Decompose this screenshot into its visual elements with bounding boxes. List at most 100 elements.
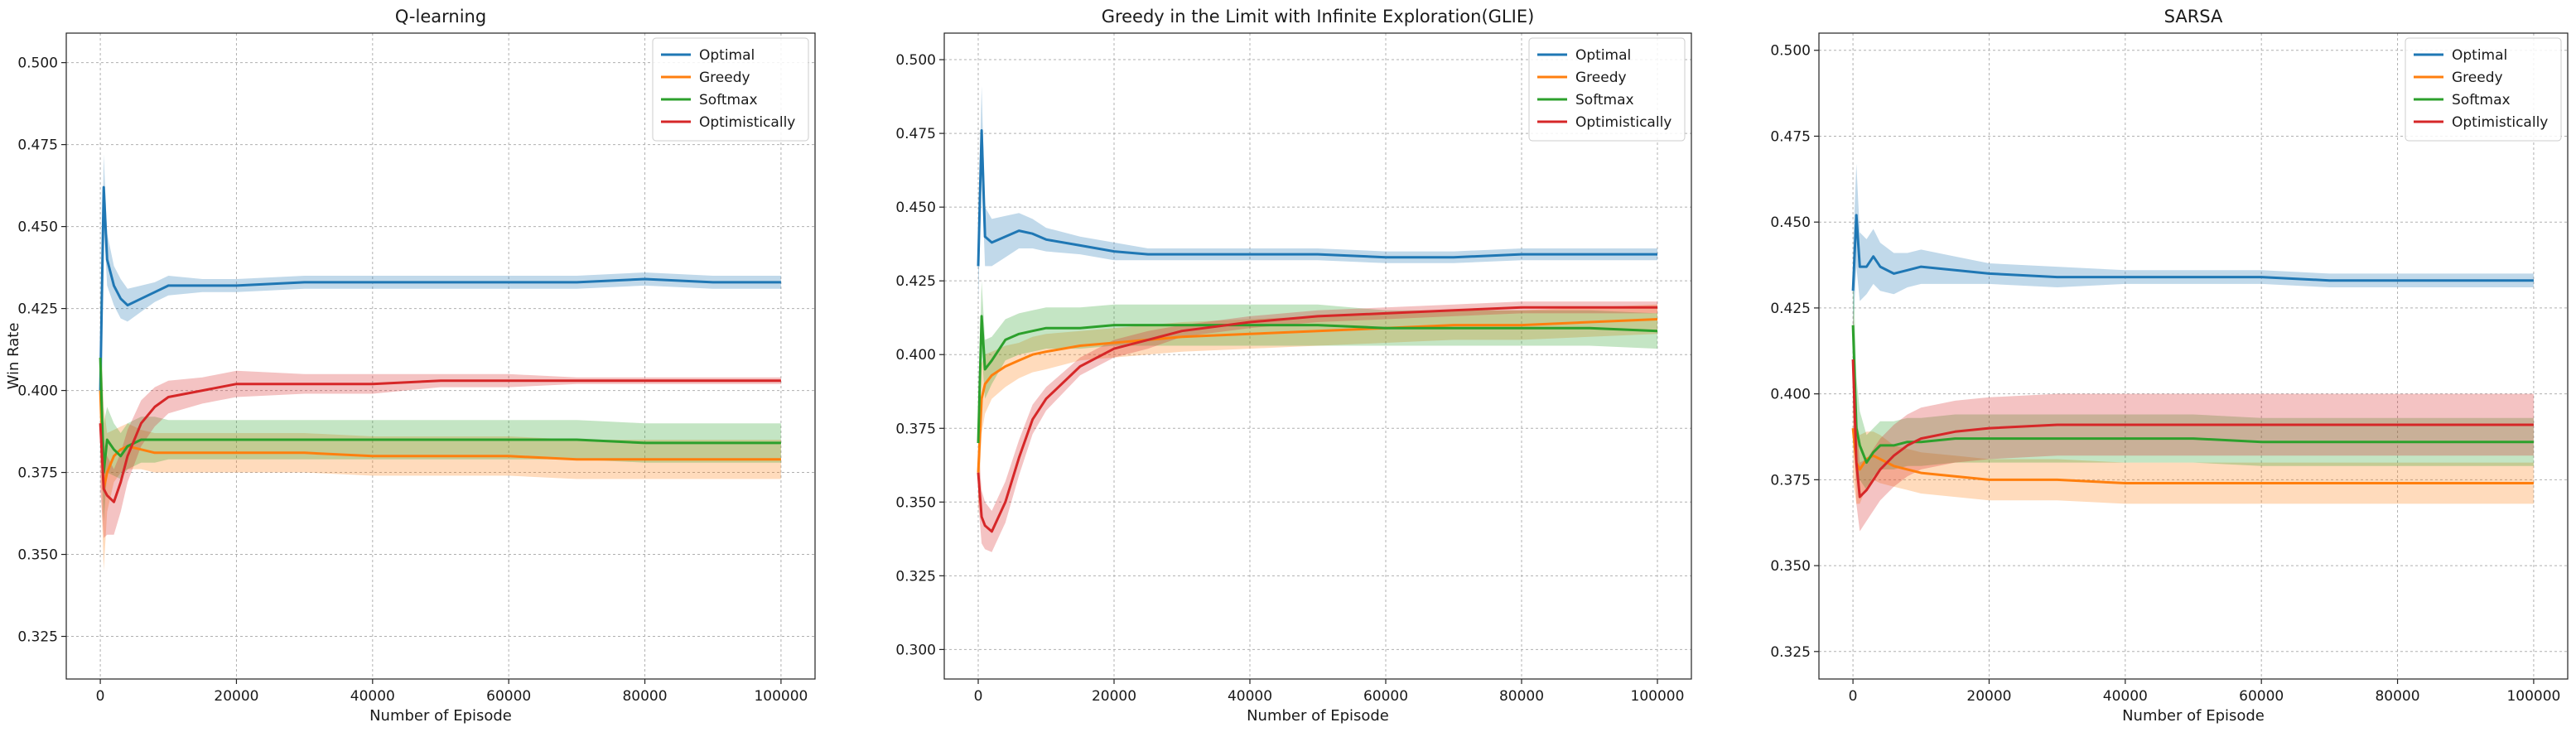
y-tick-label: 0.500 xyxy=(895,52,936,69)
chart-title: SARSA xyxy=(2164,7,2223,26)
legend-entry: Optimistically xyxy=(699,114,795,131)
legend-entry: Optimal xyxy=(2452,47,2507,64)
y-tick-label: 0.350 xyxy=(895,494,936,511)
series-band-softmax xyxy=(1853,256,2534,490)
chart-glie: Greedy in the Limit with Infinite Explor… xyxy=(895,7,1692,725)
x-tick-label: 40000 xyxy=(1228,688,1272,705)
legend-entry: Optimal xyxy=(699,47,755,64)
series-line-softmax xyxy=(977,315,1658,444)
legend-box xyxy=(2405,37,2562,142)
x-tick-label: 60000 xyxy=(1363,688,1408,705)
x-axis-label: Number of Episode xyxy=(369,707,512,725)
series-line-optimal xyxy=(977,129,1657,267)
legend: Optimal Greedy Softmax Optimistically xyxy=(652,37,809,142)
x-tick-label: 0 xyxy=(1849,688,1858,705)
legend-entry: Greedy xyxy=(1575,70,1627,86)
x-axis-label: Number of Episode xyxy=(2122,707,2265,725)
y-tick-label: 0.450 xyxy=(895,200,936,216)
y-tick-label: 0.400 xyxy=(1770,387,1811,403)
chart-sarsa: SARSA Number of Episode 0 20000 40000 60000… xyxy=(1770,7,2569,725)
series-band-optimistically xyxy=(1853,307,2534,532)
x-tick-label: 80000 xyxy=(2375,688,2419,705)
axis-ticks: 0 20000 40000 60000 80000 100000 0.300 0.325 0.3… xyxy=(895,52,1684,705)
legend-entry: Optimistically xyxy=(2452,114,2548,131)
y-tick-label: 0.325 xyxy=(17,629,58,646)
y-tick-label: 0.375 xyxy=(17,465,58,482)
series-band-softmax xyxy=(978,281,1657,488)
y-tick-label: 0.325 xyxy=(895,568,936,585)
plot-area xyxy=(977,86,1658,552)
plot-frame xyxy=(943,32,1692,680)
y-tick-label: 0.425 xyxy=(17,301,58,318)
x-tick-label: 0 xyxy=(96,688,105,705)
legend-box xyxy=(652,37,809,142)
legend: Optimal Greedy Softmax Optimistically xyxy=(2405,37,2562,142)
y-tick-label: 0.350 xyxy=(1770,558,1811,575)
x-axis-label: Number of Episode xyxy=(1247,707,1389,725)
series-line-greedy xyxy=(99,390,781,490)
legend-entry: Softmax xyxy=(2452,92,2511,108)
y-tick-label: 0.450 xyxy=(17,219,58,236)
x-tick-label: 100000 xyxy=(1631,688,1685,705)
x-tick-label: 60000 xyxy=(2239,688,2284,705)
series-line-optimal xyxy=(1851,214,2534,291)
legend: Optimal Greedy Softmax Optimistically xyxy=(1528,37,1686,142)
y-tick-label: 0.350 xyxy=(17,547,58,564)
x-tick-label: 20000 xyxy=(1092,688,1136,705)
y-tick-label: 0.400 xyxy=(895,347,936,364)
chart-title: Q-learning xyxy=(395,7,486,26)
y-tick-label: 0.375 xyxy=(895,421,936,437)
x-tick-label: 80000 xyxy=(1499,688,1544,705)
x-tick-label: 0 xyxy=(974,688,983,705)
legend-entry: Optimal xyxy=(1575,47,1631,64)
y-tick-label: 0.400 xyxy=(17,383,58,400)
y-tick-label: 0.450 xyxy=(1770,214,1811,231)
gridlines xyxy=(66,33,815,679)
series-line-greedy xyxy=(1851,427,2534,484)
x-tick-label: 100000 xyxy=(754,688,808,705)
y-tick-label: 0.500 xyxy=(1770,43,1811,60)
series-line-optimistically xyxy=(977,306,1657,533)
series-band-greedy xyxy=(1853,376,2534,504)
x-tick-label: 20000 xyxy=(1966,688,2011,705)
series-band-greedy xyxy=(978,304,1657,518)
legend-entry: Softmax xyxy=(699,92,758,108)
x-tick-label: 60000 xyxy=(486,688,531,705)
y-tick-label: 0.375 xyxy=(1770,472,1811,489)
chart-title: Greedy in the Limit with Infinite Explor… xyxy=(1102,7,1535,26)
y-tick-label: 0.425 xyxy=(895,273,936,290)
y-tick-label: 0.475 xyxy=(895,126,936,142)
legend-entry: Greedy xyxy=(2452,70,2503,86)
series-band-optimal xyxy=(978,86,1657,302)
y-tick-label: 0.475 xyxy=(1770,128,1811,145)
legend-box xyxy=(1528,37,1686,142)
chart-q-learning: Q-learning Number of Episode Win Rate 0 2… xyxy=(5,7,816,725)
series-line-optimistically xyxy=(1851,359,2534,498)
y-tick-label: 0.475 xyxy=(17,137,58,154)
x-tick-label: 40000 xyxy=(350,688,395,705)
x-tick-label: 20000 xyxy=(214,688,258,705)
series-band-greedy xyxy=(100,325,781,571)
x-tick-label: 100000 xyxy=(2506,688,2560,705)
y-tick-label: 0.325 xyxy=(1770,644,1811,661)
plot-area xyxy=(1851,163,2534,532)
y-tick-label: 0.300 xyxy=(895,642,936,658)
series-line-optimistically xyxy=(99,379,781,503)
series-line-softmax xyxy=(1851,325,2534,465)
x-tick-label: 40000 xyxy=(2103,688,2148,705)
x-tick-label: 80000 xyxy=(622,688,667,705)
legend-entry: Optimistically xyxy=(1575,114,1672,131)
legend-entry: Greedy xyxy=(699,70,750,86)
series-line-softmax xyxy=(99,357,781,474)
series-line-optimal xyxy=(99,185,781,391)
axis-ticks: 0 20000 40000 60000 80000 100000 0.325 0.350 0.3… xyxy=(17,55,808,705)
y-axis-label: Win Rate xyxy=(5,323,22,390)
axis-ticks: 0 20000 40000 60000 80000 100000 0.325 0.350 0.3… xyxy=(1770,43,2560,705)
plot-frame xyxy=(1818,32,2569,680)
plot-frame xyxy=(65,32,816,680)
legend-entry: Softmax xyxy=(1575,92,1634,108)
plot-area xyxy=(99,154,781,571)
y-tick-label: 0.500 xyxy=(17,55,58,72)
series-line-greedy xyxy=(977,318,1658,473)
